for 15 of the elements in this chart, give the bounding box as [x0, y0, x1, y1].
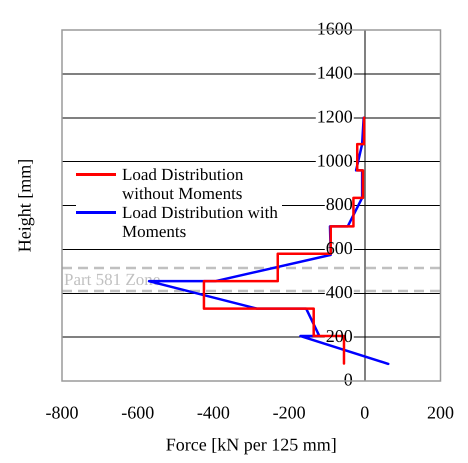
x-tick-label: 0 [360, 402, 370, 423]
x-tick-label: -400 [196, 402, 230, 423]
y-axis-title: Height [mm] [14, 158, 35, 252]
x-tick-label: -200 [272, 402, 306, 423]
x-tick-label: -800 [46, 402, 78, 423]
y-tick-label: 1400 [316, 62, 353, 83]
y-tick-label: 800 [326, 194, 353, 214]
legend-label: Load Distribution with Moments [122, 203, 279, 241]
x-tick-label: 200 [427, 402, 454, 423]
y-tick-label: 1200 [316, 106, 353, 126]
x-axis-title: Force [kN per 125 mm] [166, 434, 337, 455]
y-tick-label: 1000 [316, 150, 353, 170]
legend-label: Load Distribution without Moments [122, 165, 244, 203]
y-tick-label: 400 [326, 282, 353, 302]
x-tick-label: -600 [121, 402, 154, 423]
